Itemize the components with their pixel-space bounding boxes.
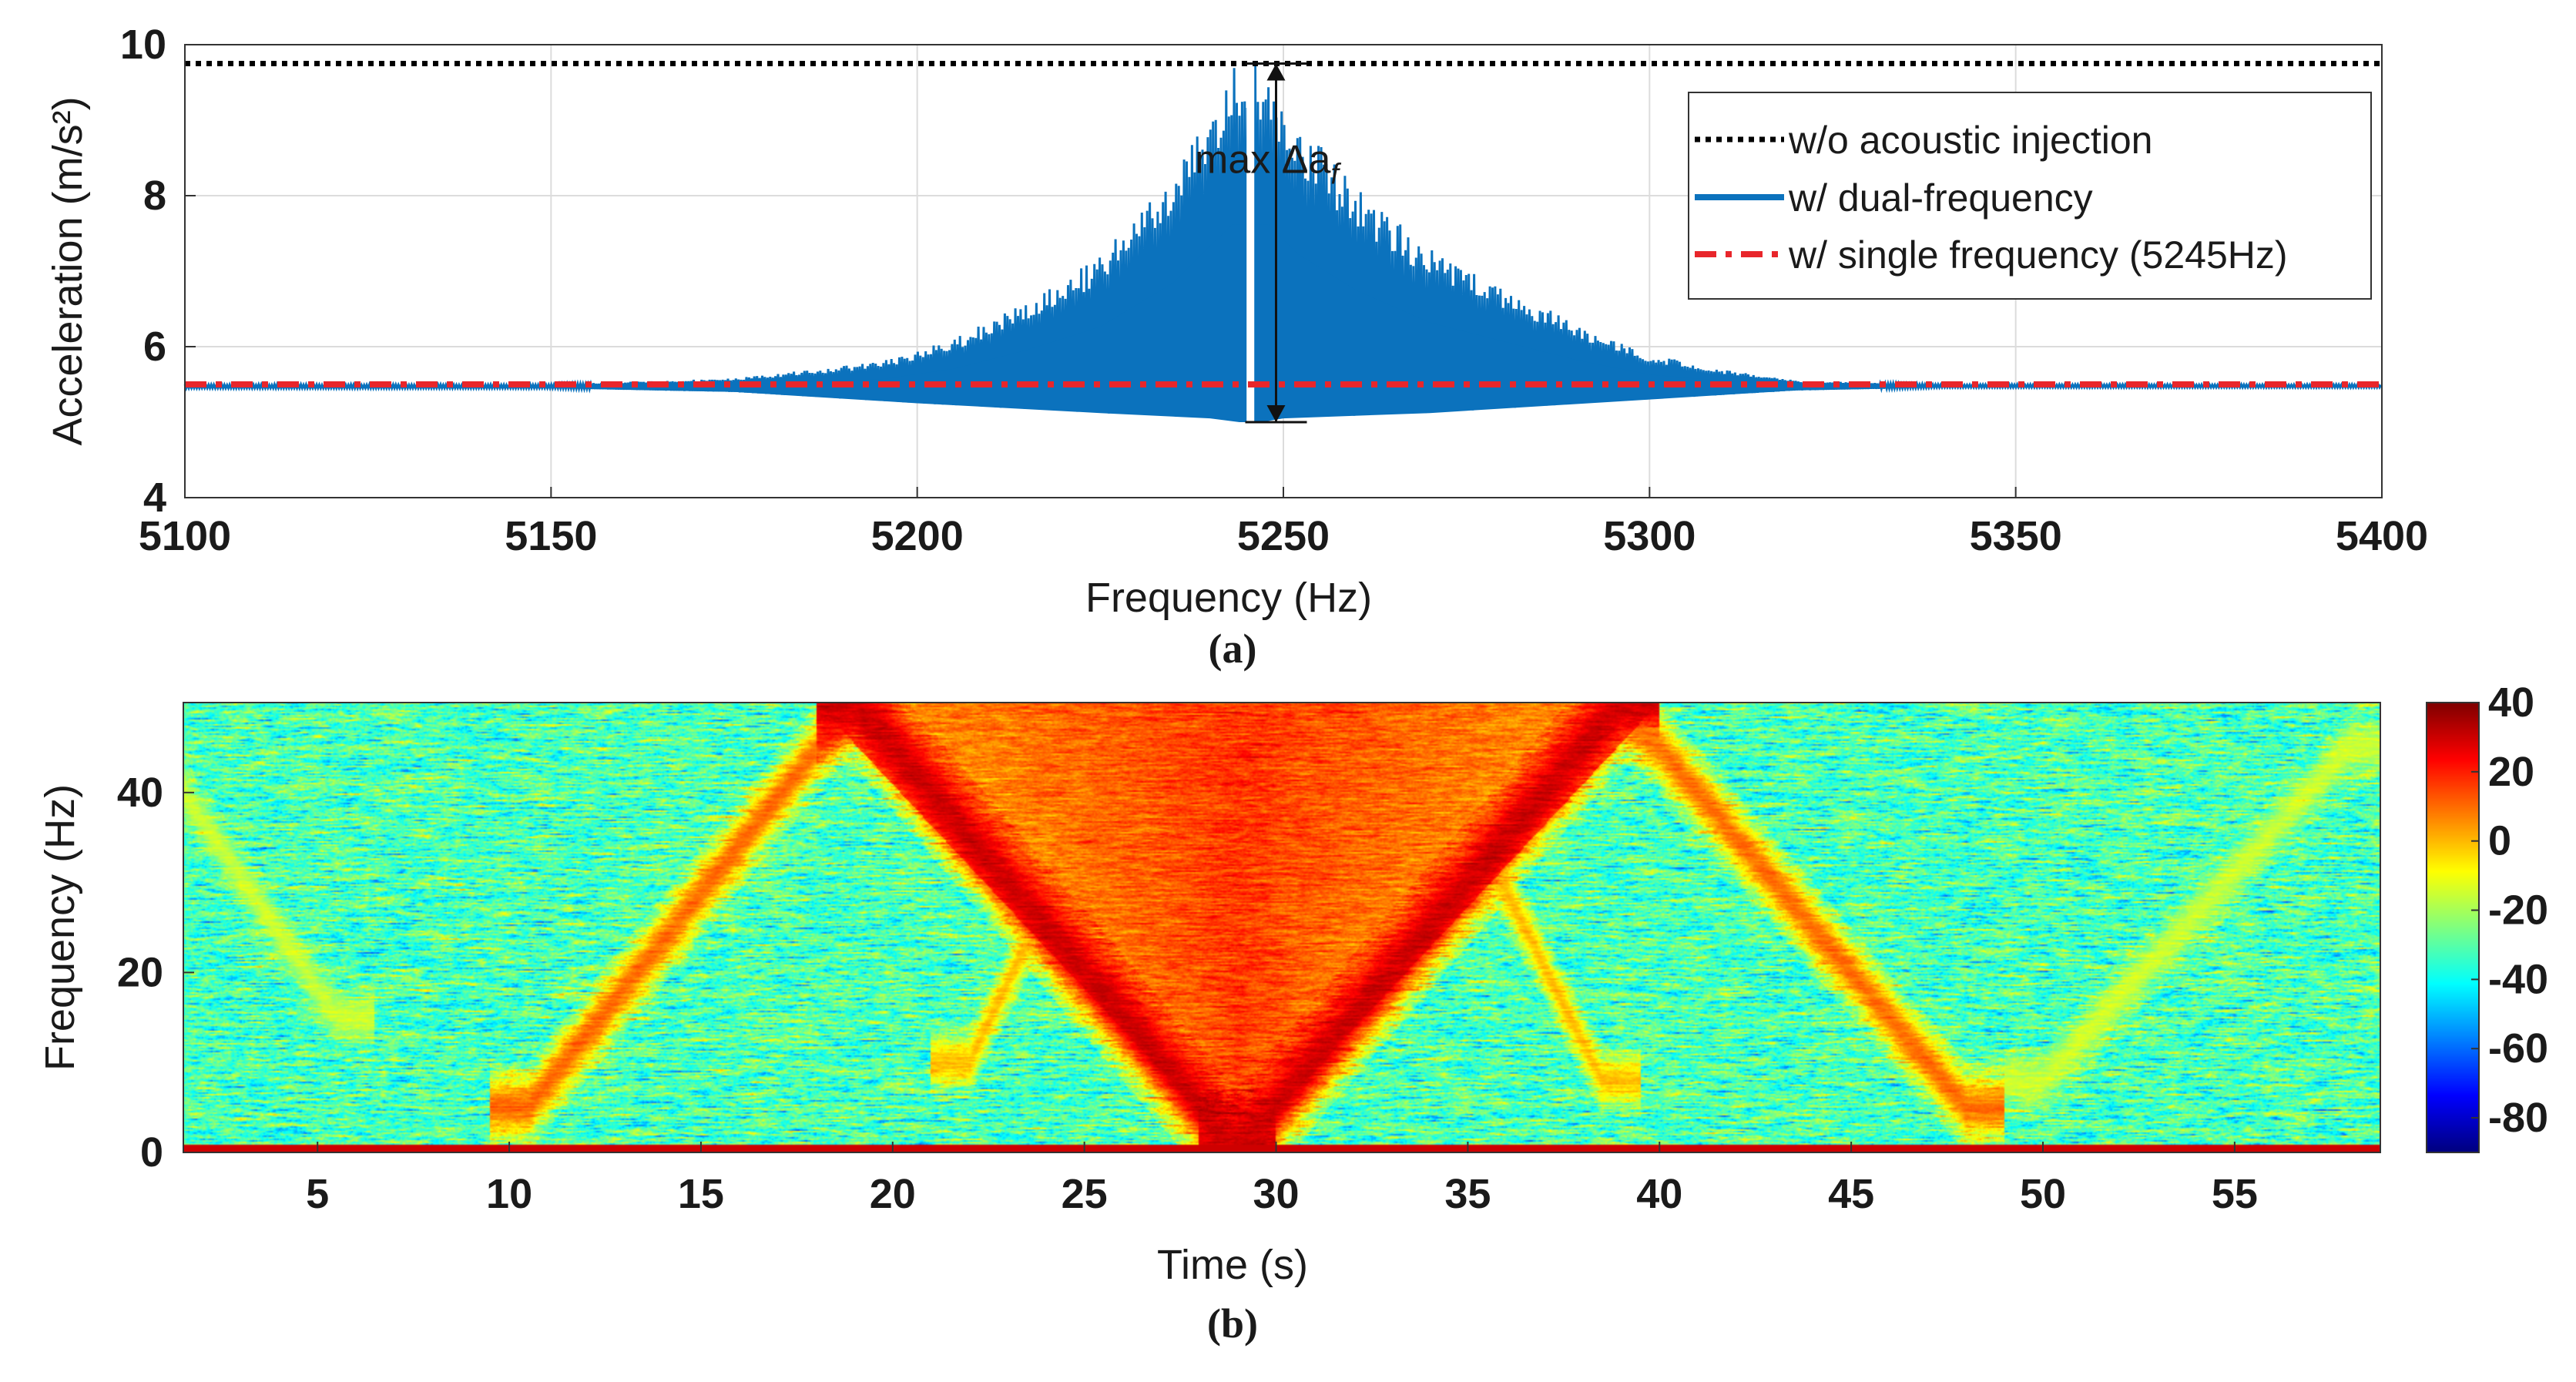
y-tick-label: 8 bbox=[143, 173, 166, 219]
panel-b-caption: (b) bbox=[1207, 1300, 1258, 1347]
x-tick-label: 30 bbox=[1253, 1171, 1299, 1217]
y-tick-label: 40 bbox=[117, 770, 163, 816]
y-tick-label: 10 bbox=[120, 22, 166, 68]
y-tick-label: 4 bbox=[143, 475, 166, 521]
y-tick-label: 0 bbox=[140, 1129, 163, 1176]
panel-a-caption: (a) bbox=[1209, 626, 1257, 672]
colorbar-holder bbox=[2427, 703, 2479, 1152]
x-tick-label: 5300 bbox=[1603, 513, 1696, 559]
annotation-arrowhead-up bbox=[1266, 63, 1286, 81]
x-tick-label: 5250 bbox=[1237, 513, 1330, 559]
x-tick-label: 5350 bbox=[1970, 513, 2062, 559]
panel-b-y-axis-label: Frequency (Hz) bbox=[37, 784, 83, 1071]
x-tick-label: 15 bbox=[678, 1171, 724, 1217]
annotation-arrowhead-down bbox=[1266, 405, 1286, 422]
panel-b-spectrogram: 5 10 15 20 25 30 35 40 45 50 55 0 20 40 Time (s) Fre… bbox=[37, 679, 2548, 1347]
legend-label-dual-frequency: w/ dual-frequency bbox=[1788, 176, 2093, 220]
panel-b-axes-box bbox=[183, 702, 2381, 1153]
colorbar-gradient bbox=[2427, 703, 2479, 1152]
dual-frequency-body bbox=[185, 224, 2382, 422]
colorbar-tick-label: 20 bbox=[2488, 749, 2534, 795]
colorbar-tick-label: 0 bbox=[2488, 818, 2511, 864]
legend-box bbox=[1688, 92, 2372, 300]
panel-b-y-ticks: 0 20 40 bbox=[117, 770, 194, 1176]
x-tick-label: 50 bbox=[2020, 1171, 2066, 1217]
x-tick-label: 35 bbox=[1444, 1171, 1491, 1217]
y-tick-label: 6 bbox=[143, 324, 166, 370]
panel-a-line-chart: max Δaf 5100 5150 5200 5250 5300 5350 5400 4 6 8… bbox=[45, 22, 2428, 672]
dual-frequency-series bbox=[183, 63, 2383, 422]
x-tick-label: 40 bbox=[1636, 1171, 1682, 1217]
colorbar-tick-label: -20 bbox=[2488, 887, 2548, 934]
legend-label-no-injection: w/o acoustic injection bbox=[1788, 119, 2152, 162]
y-tick-label: 20 bbox=[117, 949, 163, 995]
spectrogram-canvas bbox=[183, 703, 2380, 1152]
panel-b-x-ticks: 5 10 15 20 25 30 35 40 45 50 55 bbox=[306, 1142, 2258, 1217]
x-tick-label: 5100 bbox=[139, 513, 231, 559]
annotation-label: max Δaf bbox=[1195, 138, 1341, 191]
spectrogram-image-holder bbox=[183, 703, 2380, 1152]
panel-a-x-ticks: 5100 5150 5200 5250 5300 5350 5400 bbox=[139, 487, 2428, 559]
x-tick-label: 10 bbox=[486, 1171, 532, 1217]
panel-a-legend: w/o acoustic injection w/ dual-frequency… bbox=[1688, 92, 2372, 300]
colorbar-tick-label: 40 bbox=[2488, 679, 2534, 726]
colorbar-tick-label: -40 bbox=[2488, 956, 2548, 1002]
x-tick-label: 5400 bbox=[2336, 513, 2428, 559]
panel-b-x-axis-label: Time (s) bbox=[1157, 1242, 1308, 1288]
max-delta-annotation: max Δaf bbox=[1195, 62, 1341, 424]
colorbar-tick-label: -80 bbox=[2488, 1095, 2548, 1141]
x-tick-label: 5 bbox=[306, 1171, 329, 1217]
panel-a-x-axis-label: Frequency (Hz) bbox=[1085, 575, 1372, 621]
legend-label-single-frequency: w/ single frequency (5245Hz) bbox=[1788, 233, 2288, 277]
panel-a-y-ticks: 4 6 8 10 bbox=[120, 22, 196, 521]
colorbar-tick-label: -60 bbox=[2488, 1025, 2548, 1072]
x-tick-label: 5150 bbox=[505, 513, 597, 559]
panel-a-y-axis-label: Acceleration (m/s²) bbox=[45, 96, 91, 445]
panel-a-series-lines bbox=[185, 61, 2382, 387]
x-tick-label: 5200 bbox=[871, 513, 964, 559]
x-tick-label: 55 bbox=[2212, 1171, 2258, 1217]
colorbar-frame bbox=[2426, 702, 2480, 1153]
x-tick-label: 25 bbox=[1062, 1171, 1108, 1217]
colorbar-ticks: 40 20 0 -20 -40 -60 -80 bbox=[2471, 679, 2548, 1141]
x-tick-label: 45 bbox=[1828, 1171, 1874, 1217]
x-tick-label: 20 bbox=[870, 1171, 916, 1217]
